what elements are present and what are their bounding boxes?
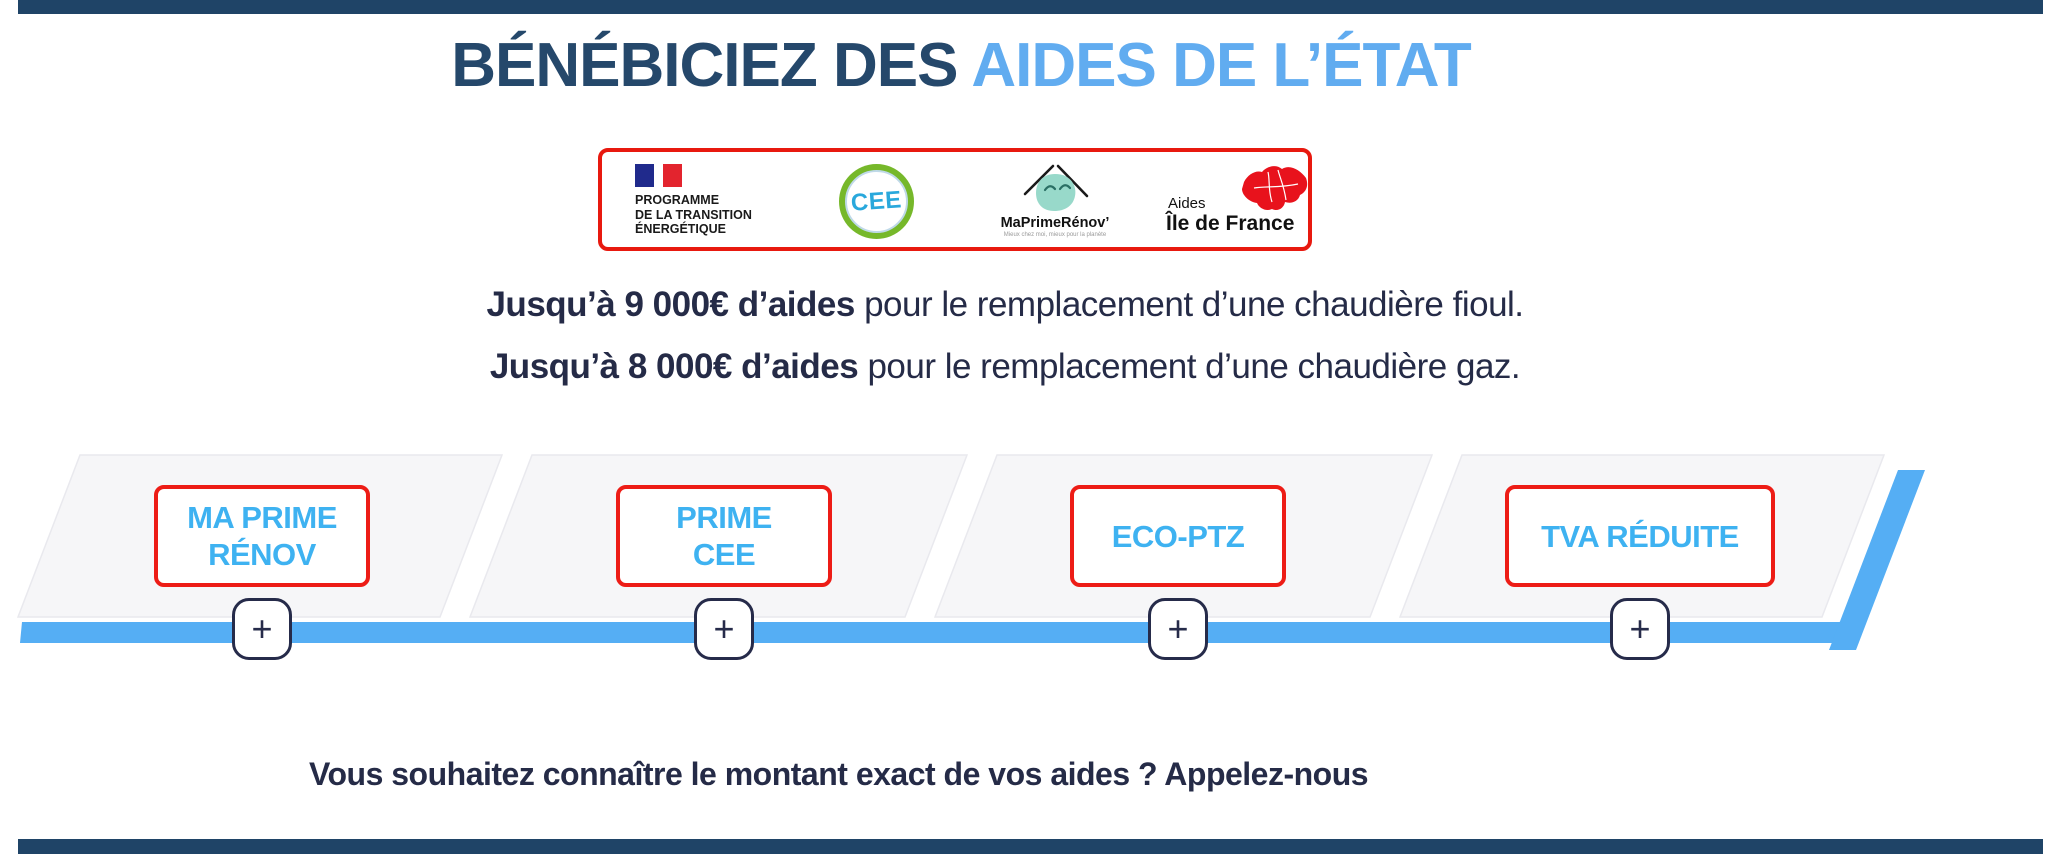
expand-prime-cee-button[interactable]: + (694, 598, 754, 660)
benefit-fioul-amount: Jusqu’à 9 000€ d’aides (486, 285, 855, 324)
timeline-end-stripe (1829, 470, 1925, 650)
maprimerenov-logo: MaPrimeRénov’ Mieux chez moi, mieux pour… (997, 160, 1113, 238)
cee-badge-inner: CEE (845, 170, 908, 233)
expand-eco-ptz-button[interactable]: + (1148, 598, 1208, 660)
french-flag-icon (635, 164, 752, 187)
partner-logos-strip: PROGRAMME DE LA TRANSITION ÉNERGÉTIQUE C… (598, 148, 1312, 251)
maprimerenov-icon (1023, 164, 1089, 211)
benefit-lines: Jusqu’à 9 000€ d’aides pour le remplacem… (0, 284, 2010, 408)
title-blue-part: AIDES DE L’ÉTAT (971, 31, 1471, 100)
idf-line2: Île de France (1166, 212, 1295, 235)
bottom-navy-bar (18, 839, 2043, 854)
aid-box-eco-ptz[interactable]: ECO-PTZ (1070, 485, 1286, 587)
aid-box-prime-cee[interactable]: PRIME CEE (616, 485, 832, 587)
benefit-line-gaz: Jusqu’à 8 000€ d’aides pour le remplacem… (0, 346, 2010, 388)
flag-blue-stripe (635, 164, 654, 187)
cee-badge-icon: CEE (839, 164, 914, 239)
flag-red-stripe (663, 164, 682, 187)
ile-de-france-map-icon (1242, 166, 1308, 211)
benefit-line-fioul: Jusqu’à 9 000€ d’aides pour le remplacem… (0, 284, 2010, 326)
aid-box-tva-reduite[interactable]: TVA RÉDUITE (1505, 485, 1775, 587)
benefit-gaz-rest: pour le remplacement d’une chaudière gaz… (858, 347, 1521, 386)
benefit-gaz-amount: Jusqu’à 8 000€ d’aides (489, 347, 859, 386)
expand-ma-prime-renov-button[interactable]: + (232, 598, 292, 660)
cee-badge-ring: CEE (839, 164, 914, 239)
programme-line3: ÉNERGÉTIQUE (635, 222, 726, 236)
timeline-blue-bar (20, 622, 1853, 643)
maprimerenov-tagline: Mieux chez moi, mieux pour la planète (1003, 232, 1107, 238)
expand-tva-reduite-button[interactable]: + (1610, 598, 1670, 660)
idf-line1: Aides (1168, 195, 1206, 212)
programme-line2: DE LA TRANSITION (635, 207, 752, 222)
aides-ile-de-france-logo: Aides Île de France (1160, 162, 1310, 242)
cee-label: CEE (850, 185, 903, 217)
maprimerenov-name: MaPrimeRénov’ (1000, 215, 1110, 231)
programme-transition-energetique-logo: PROGRAMME DE LA TRANSITION ÉNERGÉTIQUE (635, 164, 752, 237)
benefit-fioul-rest: pour le remplacement d’une chaudière fio… (854, 285, 1524, 324)
top-navy-bar (18, 0, 2043, 14)
title-navy-part: BÉNÉBICIEZ DES (451, 31, 972, 100)
page-title: BÉNÉBICIEZ DES AIDES DE L’ÉTAT (0, 30, 1922, 101)
aid-box-ma-prime-renov[interactable]: MA PRIME RÉNOV (154, 485, 370, 587)
call-us-text: Vous souhaitez connaître le montant exac… (309, 756, 1369, 792)
programme-line1: PROGRAMME (635, 193, 720, 207)
